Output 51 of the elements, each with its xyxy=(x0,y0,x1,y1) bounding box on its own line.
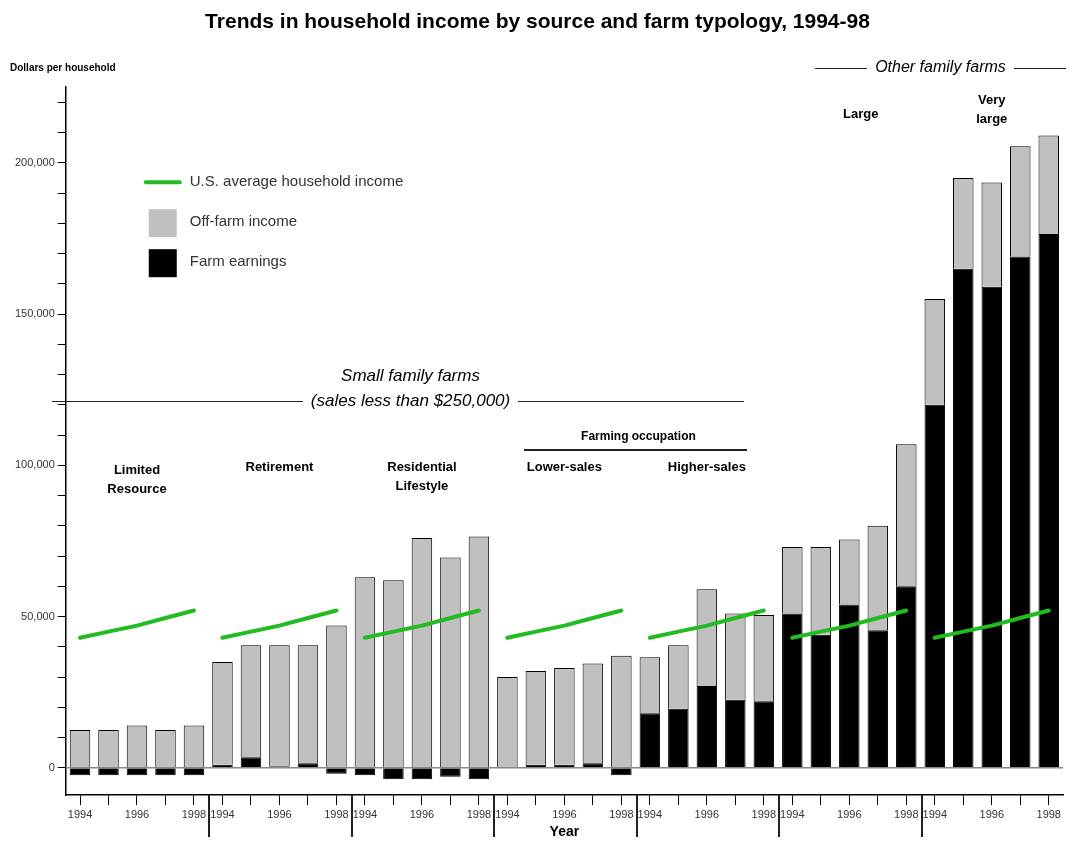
annotation: Large xyxy=(843,105,879,121)
annotation: (sales less than $250,000) xyxy=(310,390,511,410)
y-tick-label: 0 xyxy=(48,760,55,773)
annotation: Limited Resource xyxy=(107,461,167,496)
bar xyxy=(725,699,746,768)
bar xyxy=(668,708,689,768)
x-tick-label: 1994 xyxy=(495,807,520,820)
x-tick-label: 1994 xyxy=(780,807,805,820)
annotation: Small family farms xyxy=(341,365,481,385)
x-tick-label: 1998 xyxy=(1036,807,1061,820)
x-tick-label: 1996 xyxy=(267,807,292,820)
annotation: Higher-sales xyxy=(667,458,746,474)
x-tick-label: 1996 xyxy=(552,807,577,820)
x-tick-label: 1998 xyxy=(751,807,777,820)
y-tick-label: 50,000 xyxy=(21,609,55,622)
x-tick-label: 1996 xyxy=(124,807,150,820)
bar xyxy=(383,768,404,780)
annotation: Residential Lifestyle xyxy=(387,458,457,493)
text: Other family farms xyxy=(875,58,1006,76)
annotation: Lower-sales xyxy=(526,458,602,474)
bar xyxy=(839,604,860,768)
chart-title: Trends in household income by source and farm typology, 1994-98 xyxy=(205,9,871,33)
x-tick-label: 1998 xyxy=(181,807,207,820)
x-tick-label: 1996 xyxy=(979,807,1005,820)
bar xyxy=(782,613,803,768)
x-tick-label: 1996 xyxy=(409,807,435,820)
x-tick-label: 1998 xyxy=(609,807,634,820)
annotation: Retirement xyxy=(245,458,315,474)
legend-label: U.S. average household income xyxy=(189,172,404,190)
x-tick-label: 1994 xyxy=(352,807,378,820)
x-tick-label: 1994 xyxy=(922,807,948,820)
y-tick-label: 100,000 xyxy=(15,458,55,471)
bar xyxy=(953,268,974,768)
legend-label: Off-farm income xyxy=(189,212,298,230)
x-tick-label: 1998 xyxy=(466,807,492,820)
x-tick-label: 1994 xyxy=(67,807,93,820)
x-tick-label: 1996 xyxy=(837,807,862,820)
annotation: Very large xyxy=(976,91,1008,126)
annotation: Farming occupation xyxy=(581,429,696,444)
x-tick-label: 1994 xyxy=(210,807,235,820)
bar xyxy=(1010,256,1031,768)
x-tick-label: 1996 xyxy=(694,807,720,820)
y-tick-label: 150,000 xyxy=(15,307,55,320)
x-tick-label: 1998 xyxy=(324,807,349,820)
y-axis-title: Dollars per household xyxy=(10,61,116,73)
bar xyxy=(896,586,917,768)
x-tick-label: 1998 xyxy=(894,807,919,820)
x-tick-label: 1994 xyxy=(637,807,663,820)
x-axis-title: Year xyxy=(549,823,580,840)
legend-label: Farm earnings xyxy=(189,252,287,270)
y-tick-label: 200,000 xyxy=(15,155,55,168)
